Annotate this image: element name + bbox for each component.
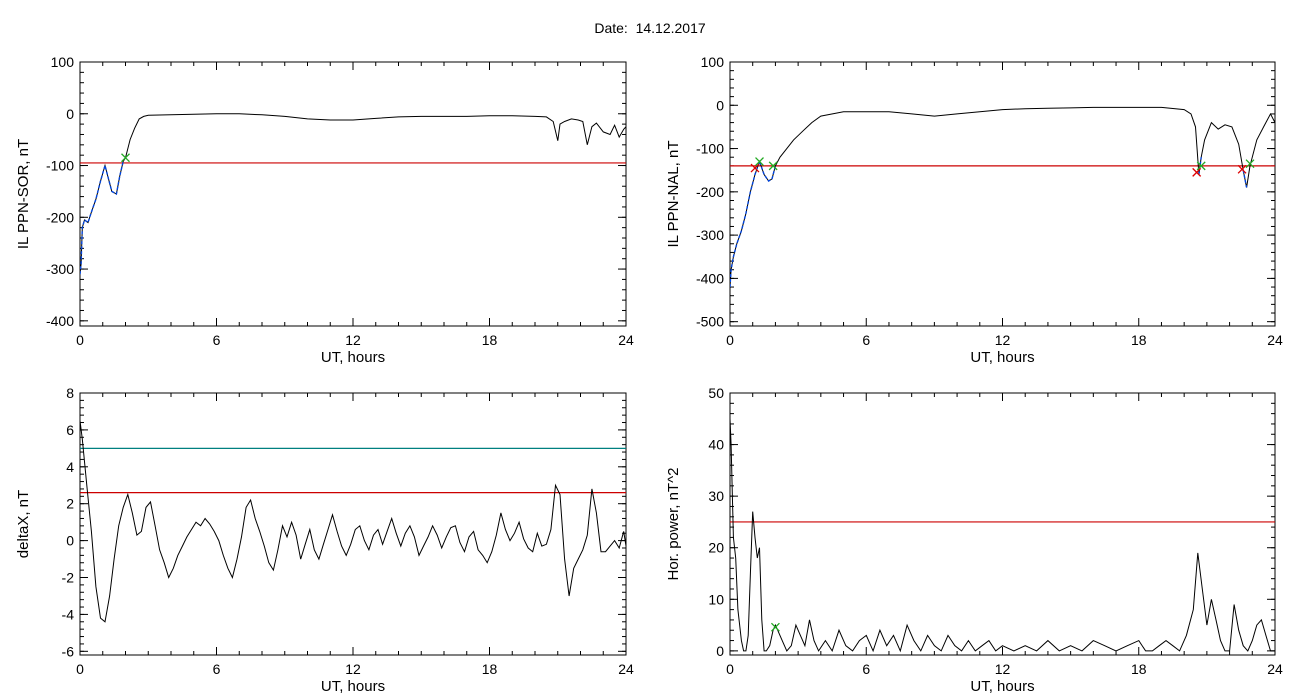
y-tick-label: -100 <box>46 158 74 174</box>
x-marker-stroke <box>770 622 780 632</box>
highlight-segment <box>1198 157 1202 175</box>
y-tick-label: 100 <box>51 54 75 70</box>
x-marker <box>768 161 778 171</box>
x-marker-stroke <box>1196 161 1206 171</box>
x-tick-label: 12 <box>995 661 1011 677</box>
x-tick-label: 0 <box>726 332 734 348</box>
y-tick-label: 0 <box>66 533 74 549</box>
y-axis-label: IL PPN-SOR, nT <box>15 139 32 249</box>
y-tick-label: 0 <box>66 106 74 122</box>
plot-frame <box>79 61 627 327</box>
date-value: 14.12.2017 <box>635 20 706 36</box>
x-tick-label: 6 <box>213 661 221 677</box>
y-tick-label: -400 <box>46 313 74 329</box>
series-line <box>730 106 1275 288</box>
y-tick-label: 40 <box>708 437 724 453</box>
plot-frame <box>729 392 1276 656</box>
x-tick-label: 18 <box>1131 332 1147 348</box>
y-tick-label: 20 <box>708 540 724 556</box>
y-tick-label: -2 <box>62 570 75 586</box>
x-tick-label: 0 <box>76 332 84 348</box>
highlight-segment <box>80 161 124 275</box>
x-tick-label: 24 <box>618 332 634 348</box>
x-tick-label: 12 <box>345 661 361 677</box>
x-axis-label: UT, hours <box>321 678 385 695</box>
x-axis-label: UT, hours <box>321 349 385 366</box>
x-tick-label: 24 <box>1267 332 1283 348</box>
x-marker-stroke <box>121 153 130 163</box>
chart-4: 0 6 12 18 24 0 10 20 30 40 50 UT, hours Hor. power, … <box>665 385 1283 695</box>
y-axis-label: deltaX, nT <box>15 490 32 558</box>
plot-frame <box>729 61 1276 327</box>
x-marker-stroke <box>768 161 778 171</box>
y-tick-label: -4 <box>62 606 75 622</box>
y-tick-label: 0 <box>716 643 724 659</box>
y-tick-label: 8 <box>66 385 74 401</box>
x-axis-label: UT, hours <box>970 349 1034 366</box>
x-marker <box>770 622 780 632</box>
y-tick-label: 2 <box>66 496 74 512</box>
x-tick-label: 6 <box>862 661 870 677</box>
x-tick-label: 12 <box>995 332 1011 348</box>
date-label: Date: <box>594 20 628 36</box>
x-axis-label: UT, hours <box>970 678 1034 695</box>
highlight-segment <box>1242 170 1248 188</box>
y-tick-label: 50 <box>708 385 724 401</box>
x-tick-label: 24 <box>1267 661 1283 677</box>
x-marker <box>1196 161 1206 171</box>
x-marker <box>1192 167 1202 177</box>
highlight-segment <box>730 159 777 288</box>
x-marker <box>1245 159 1255 169</box>
y-tick-label: -200 <box>46 209 74 225</box>
y-tick-label: 4 <box>66 459 74 475</box>
x-marker-stroke <box>1192 167 1202 177</box>
x-tick-label: 6 <box>213 332 221 348</box>
x-marker-stroke <box>1245 159 1255 169</box>
y-tick-label: -6 <box>62 643 75 659</box>
x-marker-stroke <box>755 157 764 167</box>
x-tick-label: 0 <box>76 661 84 677</box>
y-tick-label: -200 <box>696 184 724 200</box>
y-axis-label: Hor. power, nT^2 <box>665 468 682 581</box>
x-tick-label: 6 <box>862 332 870 348</box>
y-tick-label: 6 <box>66 422 74 438</box>
x-tick-label: 0 <box>726 661 734 677</box>
x-marker-stroke <box>1237 164 1247 174</box>
y-tick-label: -500 <box>696 314 724 330</box>
x-tick-label: 18 <box>482 332 498 348</box>
x-tick-label: 24 <box>618 661 634 677</box>
x-marker <box>121 153 130 163</box>
page-title: Date: 14.12.2017 <box>0 20 1300 36</box>
chart-1: 0 6 12 18 24 -400 -300 -200 -100 0 100 UT, hours IL … <box>15 54 634 366</box>
x-marker <box>755 157 764 167</box>
x-marker <box>1237 164 1247 174</box>
y-tick-label: -100 <box>696 141 724 157</box>
series-line <box>80 113 626 275</box>
y-tick-label: 30 <box>708 488 724 504</box>
x-tick-label: 12 <box>345 332 361 348</box>
x-tick-label: 18 <box>482 661 498 677</box>
y-tick-label: 10 <box>708 591 724 607</box>
y-axis-label: IL PPN-NAL, nT <box>665 141 682 248</box>
y-tick-label: -300 <box>696 227 724 243</box>
series-line <box>80 420 626 623</box>
x-tick-label: 18 <box>1131 661 1147 677</box>
y-tick-label: 100 <box>701 54 725 70</box>
plot-frame <box>79 392 627 656</box>
x-marker <box>750 163 760 173</box>
y-tick-label: -300 <box>46 261 74 277</box>
y-tick-label: 0 <box>716 97 724 113</box>
series-line <box>730 418 1275 653</box>
y-tick-label: -400 <box>696 270 724 286</box>
chart-2: 0 6 12 18 24 -500 -400 -300 -200 -100 0 100 UT, hour… <box>665 54 1283 366</box>
x-marker-stroke <box>750 163 760 173</box>
